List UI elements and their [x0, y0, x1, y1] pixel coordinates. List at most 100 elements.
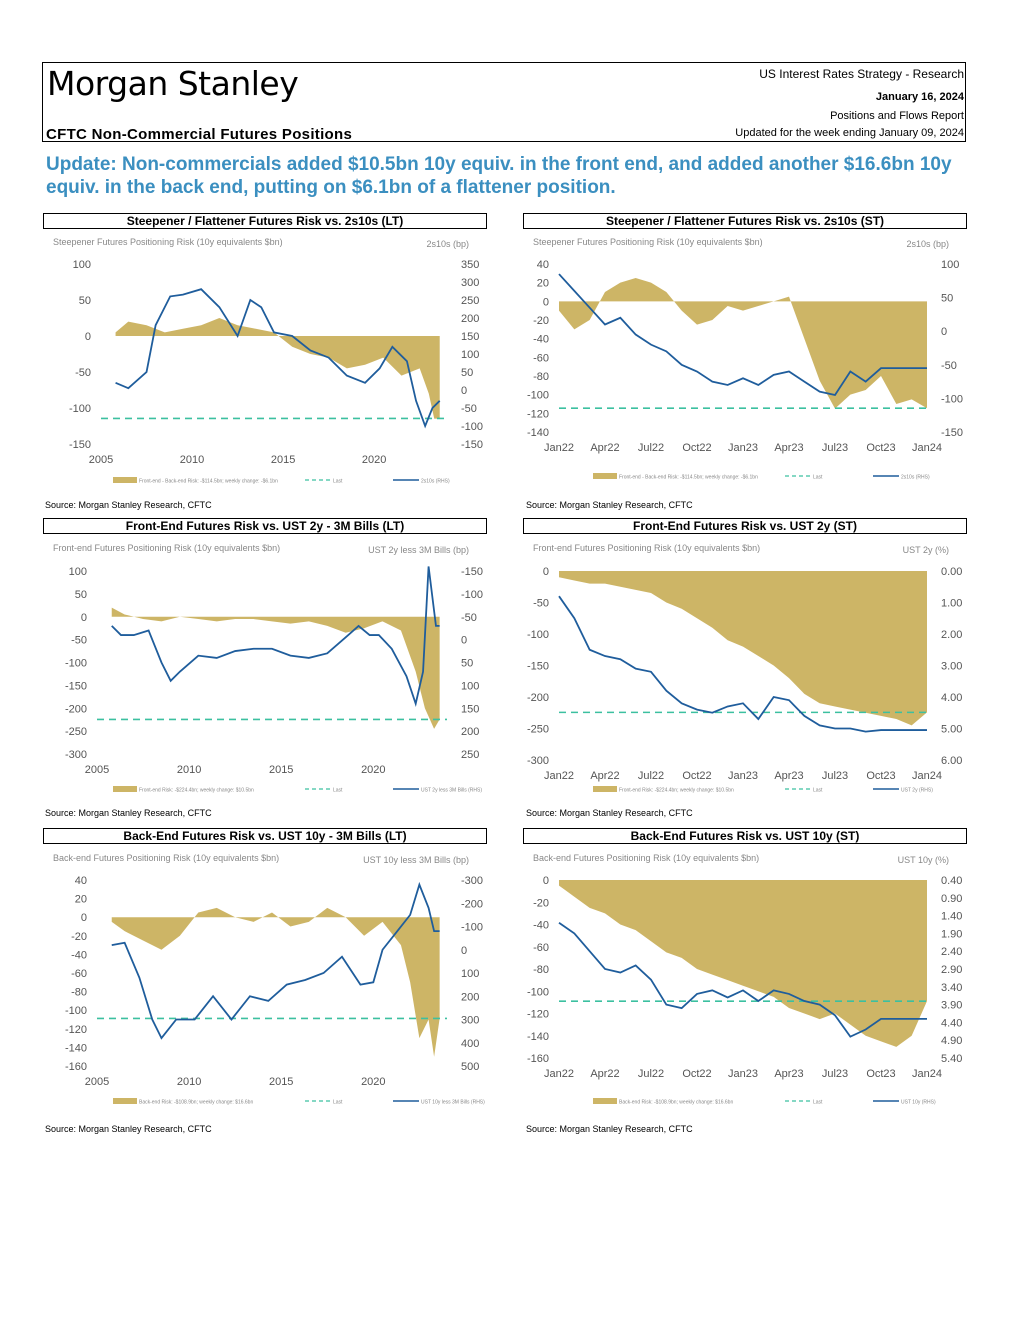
legend-label-line: UST 2y (RHS) [901, 788, 933, 794]
left-axis-label: Steepener Futures Positioning Risk (10y … [533, 237, 763, 247]
right-tick-label: 2.40 [941, 946, 962, 958]
left-axis-label: Front-end Futures Positioning Risk (10y … [53, 543, 280, 553]
legend-label-line: UST 2y less 3M Bills (RHS) [421, 788, 482, 794]
chart-source: Source: Morgan Stanley Research, CFTC [526, 808, 693, 818]
right-tick-label: 100 [461, 680, 479, 692]
right-tick-label: 1.90 [941, 928, 962, 940]
update-note: Updated for the week ending January 09, … [735, 127, 964, 139]
right-tick-label: 4.40 [941, 1017, 962, 1029]
right-tick-label: 0.40 [941, 875, 962, 887]
report-title: CFTC Non-Commercial Futures Positions [46, 126, 353, 143]
legend-swatch-area [113, 477, 137, 483]
right-tick-label: 0 [461, 385, 467, 397]
x-tick-label: Apr23 [774, 442, 803, 454]
chart-title: Steepener / Flattener Futures Risk vs. 2… [43, 213, 487, 229]
legend-label-last: Last [813, 475, 823, 481]
right-tick-label: 4.00 [941, 692, 962, 704]
x-tick-label: 2010 [180, 454, 204, 466]
legend-label-area: Front-end - Back-end Risk: -$114.5bn; we… [139, 479, 278, 485]
left-axis-label: Back-end Futures Positioning Risk (10y e… [53, 853, 279, 863]
right-tick-label: 2.00 [941, 629, 962, 641]
chart-back-end-st: Back-end Futures Positioning Risk (10y e… [527, 853, 962, 1106]
left-tick-label: 50 [75, 589, 87, 601]
right-axis-label: UST 2y less 3M Bills (bp) [368, 545, 469, 555]
right-tick-label: 500 [461, 1061, 479, 1073]
legend-label-line: UST 10y less 3M Bills (RHS) [421, 1100, 485, 1106]
x-tick-label: Apr23 [774, 770, 803, 782]
rhs-series-line [115, 288, 441, 429]
x-tick-label: 2015 [271, 454, 295, 466]
left-tick-label: -80 [71, 987, 87, 999]
x-tick-label: Jan23 [728, 770, 758, 782]
legend-label-last: Last [813, 788, 823, 794]
right-axis-label: UST 10y (%) [898, 855, 949, 865]
left-tick-label: -20 [533, 315, 549, 327]
headline: Update: Non-commercials added $10.5bn 10… [46, 154, 952, 198]
chart-source: Source: Morgan Stanley Research, CFTC [45, 808, 212, 818]
left-tick-label: -120 [527, 408, 549, 420]
right-tick-label: 50 [941, 293, 953, 305]
right-tick-label: 250 [461, 295, 479, 307]
rhs-series-line [558, 921, 927, 1038]
legend-label-line: 2s10s (RHS) [421, 479, 450, 485]
chart-source: Source: Morgan Stanley Research, CFTC [526, 1124, 693, 1134]
right-tick-label: 50 [461, 367, 473, 379]
right-tick-label: 3.40 [941, 982, 962, 994]
right-axis-label: 2s10s (bp) [426, 239, 469, 249]
legend-swatch-area [113, 1098, 137, 1104]
x-tick-label: Jul22 [638, 1068, 664, 1080]
legend-label-line: 2s10s (RHS) [901, 475, 930, 481]
left-axis-label: Back-end Futures Positioning Risk (10y e… [533, 853, 759, 863]
left-tick-label: -80 [533, 371, 549, 383]
left-tick-label: -40 [533, 334, 549, 346]
right-tick-label: 200 [461, 726, 479, 738]
left-tick-label: -20 [533, 897, 549, 909]
chart-steepener-st: Steepener Futures Positioning Risk (10y … [527, 237, 963, 481]
right-axis-label: UST 2y (%) [903, 545, 949, 555]
right-axis-label: UST 10y less 3M Bills (bp) [363, 855, 469, 865]
chart-back-end-lt: Back-end Futures Positioning Risk (10y e… [53, 853, 485, 1106]
left-tick-label: 0 [85, 331, 91, 343]
x-tick-label: 2005 [85, 1076, 109, 1088]
positioning-area [111, 907, 440, 1057]
right-tick-label: 100 [461, 349, 479, 361]
report-series: Positions and Flows Report [830, 110, 964, 122]
chart-title: Back-End Futures Risk vs. UST 10y - 3M B… [43, 828, 487, 844]
rhs-series-line [558, 273, 927, 397]
x-tick-label: Jan23 [728, 1068, 758, 1080]
x-tick-label: Oct23 [866, 442, 895, 454]
left-tick-label: -100 [527, 390, 549, 402]
x-tick-label: Jan23 [728, 442, 758, 454]
x-tick-label: Jan22 [544, 770, 574, 782]
left-tick-label: -200 [65, 703, 87, 715]
x-tick-label: Jan24 [912, 770, 942, 782]
right-tick-label: 0 [461, 635, 467, 647]
report-date: January 16, 2024 [875, 91, 964, 103]
right-tick-label: 150 [461, 331, 479, 343]
left-tick-label: -100 [65, 658, 87, 670]
chart-title: Front-End Futures Risk vs. UST 2y (ST) [523, 518, 967, 534]
x-tick-label: 2005 [89, 454, 113, 466]
left-tick-label: 20 [75, 894, 87, 906]
right-tick-label: -50 [461, 612, 477, 624]
left-tick-label: -140 [527, 427, 549, 439]
rhs-series-line [111, 881, 440, 1040]
chart-source: Source: Morgan Stanley Research, CFTC [45, 1124, 212, 1134]
x-tick-label: Jan24 [912, 1068, 942, 1080]
right-tick-label: -50 [461, 403, 477, 415]
x-tick-label: Jan24 [912, 442, 942, 454]
x-tick-label: 2015 [269, 1076, 293, 1088]
right-tick-label: -100 [461, 589, 483, 601]
left-tick-label: -300 [65, 749, 87, 761]
chart-front-end-st: Front-end Futures Positioning Risk (10y … [527, 543, 962, 794]
legend-label-area: Front-end Risk: -$224.4bn; weekly change… [139, 788, 254, 794]
legend-swatch-area [593, 786, 617, 792]
right-tick-label: 4.90 [941, 1035, 962, 1047]
left-tick-label: -60 [71, 968, 87, 980]
right-tick-label: -100 [461, 922, 483, 934]
legend-label-area: Front-end - Back-end Risk: -$114.5bn; we… [619, 475, 758, 481]
legend-label-last: Last [333, 788, 343, 794]
positioning-area [111, 607, 440, 729]
x-tick-label: Jan22 [544, 442, 574, 454]
right-tick-label: 300 [461, 1015, 479, 1027]
